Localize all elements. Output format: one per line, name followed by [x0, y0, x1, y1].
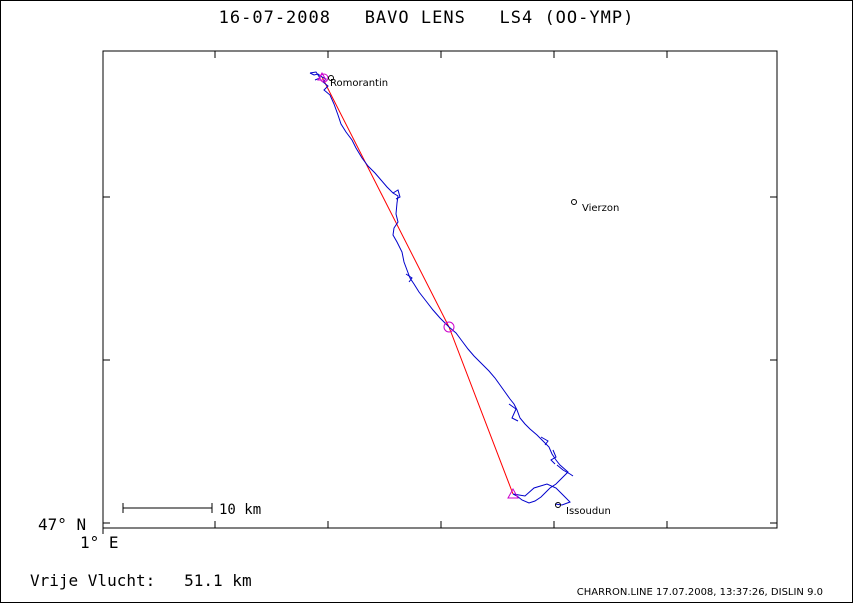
longitude-label: 1° E [80, 533, 119, 552]
town-label: Romorantin [330, 78, 388, 89]
axis-ticks [102, 51, 777, 534]
town-label: Vierzon [582, 203, 619, 214]
town-issoudun: Issoudun [555, 502, 611, 517]
turnpoint-marker [443, 321, 455, 333]
scale-bar: 10 km [122, 502, 261, 518]
scale-bar-label: 10 km [219, 502, 261, 518]
flight-track [309, 72, 571, 506]
distance-value: 51.1 km [184, 571, 252, 590]
distance-label: Vrije Vlucht: [30, 571, 156, 590]
town-romorantin: Romorantin [328, 75, 388, 89]
town-label: Issoudun [566, 506, 611, 517]
track-detail [309, 71, 574, 477]
distance-readout: Vrije Vlucht: 51.1 km [30, 571, 252, 590]
footer-credit: CHARRON.LINE 17.07.2008, 13:37:26, DISLI… [576, 587, 823, 598]
plot-frame [102, 50, 778, 529]
page-title: 16-07-2008 BAVO LENS LS4 (OO-YMP) [218, 8, 635, 28]
latitude-label: 47° N [38, 515, 87, 534]
finish-marker [507, 487, 519, 499]
town-vierzon: Vierzon [571, 199, 619, 214]
task-line [321, 76, 514, 495]
